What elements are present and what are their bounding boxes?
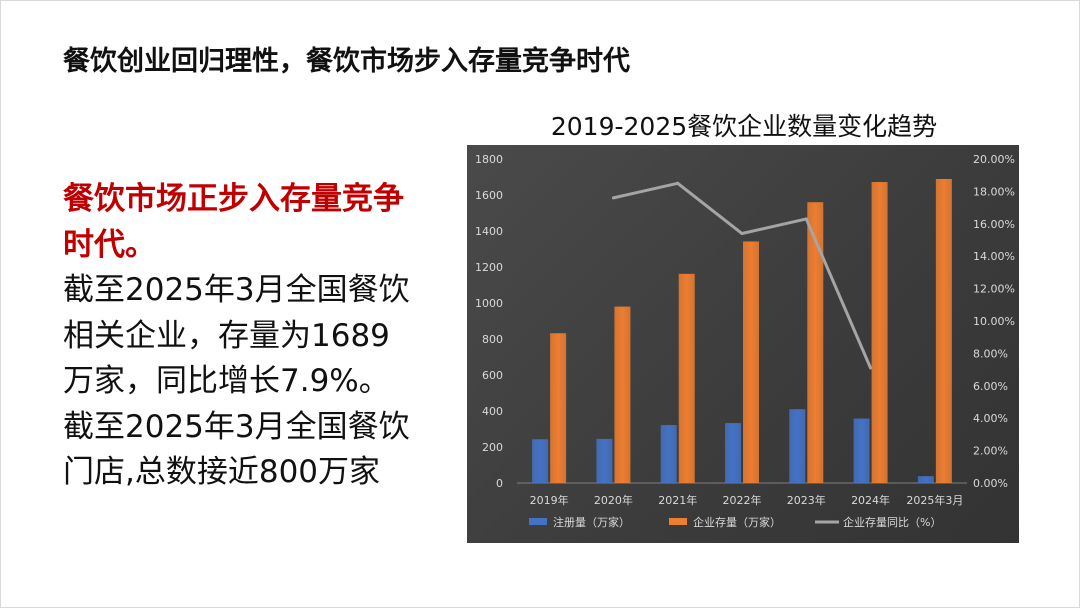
y-left-tick-label: 400 [482,405,503,418]
bar-registrations [596,438,613,483]
bar-registrations [917,476,934,483]
bar-stock [743,241,759,483]
y-right-tick-label: 12.00% [973,283,1015,296]
y-right-tick-label: 14.00% [973,250,1015,263]
chart-area: 0 200 400 600 800 1000 1200 1400 1600 1800 0.00% 2.… [467,145,1019,543]
chart-svg: 0 200 400 600 800 1000 1200 1400 1600 1800 0.00% 2.… [475,153,1015,529]
y-right-tick-label: 18.00% [973,185,1015,198]
bar-stock [871,182,888,483]
x-tick-label: 2022年 [723,493,762,507]
line-point [869,366,873,370]
line-point [804,217,808,221]
x-tick-label: 2025年3月 [906,493,963,507]
chart-title: 2019-2025餐饮企业数量变化趋势 [550,112,938,141]
y-left-tick-label: 1600 [475,189,503,202]
body-line-3: 万家，同比增长7.9%。 [63,363,390,399]
body-line-5: 门店,总数接近800万家 [63,454,381,490]
bar-registrations [725,423,741,483]
y-left-tick-label: 1200 [475,261,503,274]
bar-stock [807,202,824,483]
y-right-tick-label: 10.00% [973,315,1015,328]
y-right-tick-label: 20.00% [973,153,1015,166]
x-tick-label: 2019年 [530,493,569,507]
y-left-tick-label: 1800 [475,153,503,166]
y-right-tick-label: 8.00% [973,347,1008,360]
slide-headline: 餐饮创业回归理性，餐饮市场步入存量竞争时代 [63,46,630,77]
y-left-tick-label: 200 [482,441,503,454]
y-left-tick-label: 0 [496,477,503,490]
y-right-tick-label: 16.00% [973,218,1015,231]
x-tick-label: 2024年 [851,493,890,507]
bar-stock [935,178,952,484]
bar-stock [678,273,695,483]
legend-label: 企业存量（万家） [693,515,781,529]
line-point [611,196,615,200]
body-line-1: 截至2025年3月全国餐饮 [63,272,410,308]
lead-line-2: 时代。 [63,226,156,263]
summary-text: 餐饮市场正步入存量竞争 时代。 截至2025年3月全国餐饮 相关企业，存量为16… [63,177,463,496]
y-left-tick-label: 1000 [475,297,503,310]
y-right-tick-label: 4.00% [973,412,1008,425]
body-line-2: 相关企业，存量为1689 [63,317,390,354]
y-right-tick-label: 0.00% [973,477,1008,490]
legend-swatch [669,518,687,525]
bar-stock [614,306,631,483]
legend-label: 企业存量同比（%） [843,515,941,529]
line-yoy-growth [613,181,872,369]
bar-registrations [789,409,806,483]
line-point [676,181,680,185]
y-left-tick-label: 800 [482,333,503,346]
line-point [740,232,744,236]
y-right-tick-label: 2.00% [973,445,1008,458]
x-tick-label: 2020年 [594,493,633,507]
legend-swatch [529,518,547,525]
lead-line-1: 餐饮市场正步入存量竞争 [63,181,404,217]
body-line-4: 截至2025年3月全国餐饮 [63,408,410,445]
bar-registrations [853,418,870,483]
y-left-tick-label: 1400 [475,225,503,238]
bar-registrations [532,439,549,483]
y-right-tick-label: 6.00% [973,380,1008,393]
bar-registrations [660,425,677,483]
legend-label: 注册量（万家） [553,515,630,529]
x-tick-label: 2023年 [787,493,826,507]
y-left-tick-label: 600 [482,369,503,382]
bar-stock [550,333,567,483]
x-tick-label: 2021年 [658,493,697,507]
